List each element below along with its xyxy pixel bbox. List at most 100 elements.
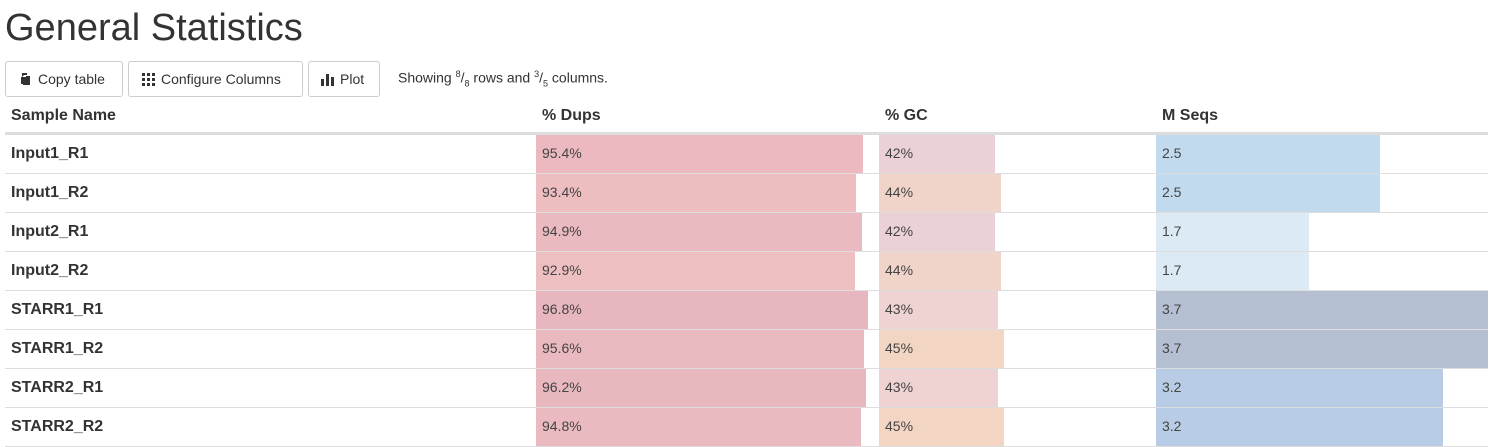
- dups-value: 95.4%: [542, 145, 582, 161]
- mseqs-cell: 2.5: [1156, 173, 1488, 213]
- dups-bar: [536, 291, 869, 329]
- header-dups[interactable]: % Dups: [536, 100, 879, 135]
- mseqs-value: 2.5: [1162, 184, 1182, 200]
- plot-label: Plot: [340, 71, 365, 87]
- mseqs-bar: [1156, 135, 1381, 173]
- cols-shown: 3: [534, 69, 540, 80]
- copy-table-button[interactable]: Copy table: [5, 61, 123, 97]
- sample-name-cell: STARR1_R1: [5, 290, 536, 330]
- rows-shown: 8: [455, 69, 461, 80]
- mseqs-bar: [1156, 252, 1309, 290]
- header-mseqs[interactable]: M Seqs: [1156, 100, 1488, 135]
- dups-bar: [536, 213, 862, 251]
- mseqs-cell: 3.2: [1156, 368, 1488, 408]
- dups-bar: [536, 252, 855, 290]
- mseqs-bar: [1156, 330, 1488, 368]
- mseqs-cell: 1.7: [1156, 212, 1488, 252]
- gc-bar: [879, 291, 999, 329]
- table-row: Input1_R1 95.4% 42% 2.5: [5, 133, 1488, 174]
- dups-cell: 94.9%: [536, 212, 879, 252]
- grid-icon: [142, 72, 155, 86]
- mseqs-cell: 3.2: [1156, 407, 1488, 447]
- gc-value: 43%: [885, 301, 914, 317]
- gc-value: 44%: [885, 184, 914, 200]
- toolbar: Copy table Configure Columns: [5, 61, 608, 97]
- header-gc[interactable]: % GC: [879, 100, 1156, 135]
- general-stats-table: Sample Name % Dups % GC M Seqs Input1_R1…: [5, 100, 1488, 447]
- gc-value: 45%: [885, 418, 914, 434]
- dups-bar: [536, 135, 864, 173]
- cols-total: 5: [543, 78, 549, 89]
- gc-value: 44%: [885, 262, 914, 278]
- gc-bar: [879, 213, 996, 251]
- gc-bar: [879, 174, 1001, 212]
- dups-cell: 94.8%: [536, 407, 879, 447]
- dups-bar: [536, 330, 864, 368]
- gc-cell: 44%: [879, 251, 1156, 291]
- sample-name-cell: Input2_R2: [5, 251, 536, 291]
- sample-name-cell: STARR1_R2: [5, 329, 536, 369]
- table-row: STARR2_R1 96.2% 43% 3.2: [5, 368, 1488, 408]
- dups-value: 96.8%: [542, 301, 582, 317]
- mseqs-value: 3.7: [1162, 301, 1182, 317]
- rows-total: 8: [464, 78, 470, 89]
- dups-value: 95.6%: [542, 340, 582, 356]
- dups-cell: 96.8%: [536, 290, 879, 330]
- mseqs-value: 3.2: [1162, 418, 1182, 434]
- plot-button[interactable]: Plot: [308, 61, 380, 97]
- mseqs-bar: [1156, 408, 1444, 446]
- table-row: STARR1_R1 96.8% 43% 3.7: [5, 290, 1488, 330]
- dups-value: 94.9%: [542, 223, 582, 239]
- general-stats-table-container: Sample Name % Dups % GC M Seqs Input1_R1…: [5, 100, 1488, 447]
- gc-cell: 45%: [879, 407, 1156, 447]
- gc-cell: 44%: [879, 173, 1156, 213]
- mseqs-cell: 3.7: [1156, 290, 1488, 330]
- table-header-row: Sample Name % Dups % GC M Seqs: [5, 100, 1488, 135]
- gc-bar: [879, 135, 996, 173]
- mseqs-cell: 2.5: [1156, 133, 1488, 174]
- mseqs-value: 2.5: [1162, 145, 1182, 161]
- dups-cell: 93.4%: [536, 173, 879, 213]
- gc-value: 45%: [885, 340, 914, 356]
- mseqs-value: 1.7: [1162, 262, 1182, 278]
- mseqs-value: 1.7: [1162, 223, 1182, 239]
- dups-bar: [536, 408, 862, 446]
- sample-name-cell: Input1_R1: [5, 133, 536, 174]
- mseqs-bar: [1156, 369, 1444, 407]
- showing-summary: Showing 8/8 rows and 3/5 columns.: [398, 69, 608, 89]
- copy-table-label: Copy table: [38, 71, 105, 87]
- mseqs-bar: [1156, 213, 1309, 251]
- copy-icon: [18, 72, 32, 86]
- table-row: Input2_R1 94.9% 42% 1.7: [5, 212, 1488, 252]
- dups-value: 93.4%: [542, 184, 582, 200]
- header-sample-name[interactable]: Sample Name: [5, 100, 536, 135]
- dups-cell: 95.6%: [536, 329, 879, 369]
- gc-cell: 45%: [879, 329, 1156, 369]
- table-row: STARR2_R2 94.8% 45% 3.2: [5, 407, 1488, 447]
- sample-name-cell: Input1_R2: [5, 173, 536, 213]
- gc-value: 42%: [885, 145, 914, 161]
- gc-bar: [879, 408, 1004, 446]
- dups-bar: [536, 369, 866, 407]
- mseqs-value: 3.7: [1162, 340, 1182, 356]
- gc-cell: 42%: [879, 133, 1156, 174]
- gc-cell: 42%: [879, 212, 1156, 252]
- gc-bar: [879, 252, 1001, 290]
- dups-cell: 92.9%: [536, 251, 879, 291]
- dups-value: 94.8%: [542, 418, 582, 434]
- mseqs-bar: [1156, 291, 1488, 329]
- mseqs-value: 3.2: [1162, 379, 1182, 395]
- dups-cell: 95.4%: [536, 133, 879, 174]
- page-title: General Statistics: [5, 7, 303, 49]
- gc-cell: 43%: [879, 368, 1156, 408]
- sample-name-cell: Input2_R1: [5, 212, 536, 252]
- cols-label: columns.: [551, 69, 608, 86]
- mseqs-bar: [1156, 174, 1381, 212]
- gc-cell: 43%: [879, 290, 1156, 330]
- gc-value: 43%: [885, 379, 914, 395]
- gc-value: 42%: [885, 223, 914, 239]
- sample-name-cell: STARR2_R1: [5, 368, 536, 408]
- configure-columns-button[interactable]: Configure Columns: [128, 61, 303, 97]
- configure-columns-label: Configure Columns: [161, 71, 281, 87]
- dups-value: 92.9%: [542, 262, 582, 278]
